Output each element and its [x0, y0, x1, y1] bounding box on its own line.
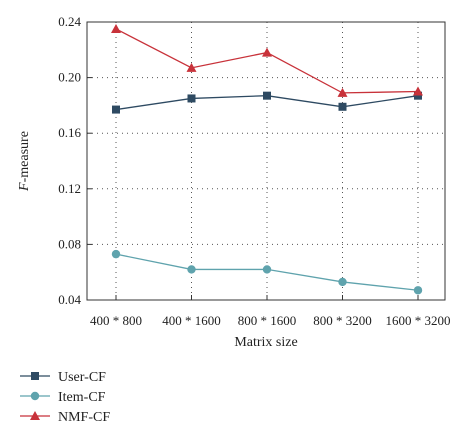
data-point-item-cf — [413, 286, 423, 295]
legend: User-CF Item-CF NMF-CF — [20, 370, 110, 425]
legend-marker-item-cf — [30, 391, 40, 401]
legend-label-item-cf: Item-CF — [58, 390, 106, 405]
data-point-nmf-cf — [262, 47, 272, 57]
data-point-nmf-cf — [337, 87, 348, 97]
y-tick-label: 0.12 — [58, 181, 81, 196]
legend-marker-user-cf — [31, 372, 39, 380]
y-tick-label: 0.08 — [58, 236, 81, 251]
grid-lines — [87, 22, 445, 300]
legend-marker-nmf-cf — [30, 411, 40, 420]
series-user-cf — [112, 91, 422, 114]
data-point-item-cf — [111, 249, 121, 259]
data-point-user-cf — [112, 105, 120, 114]
y-axis-label-italic: F — [17, 182, 32, 192]
legend-label-nmf-cf: NMF-CF — [58, 410, 110, 425]
x-tick-label: 800 * 1600 — [238, 313, 297, 328]
data-point-user-cf — [263, 91, 271, 100]
y-tick-label: 0.04 — [58, 292, 81, 307]
data-point-item-cf — [262, 265, 272, 274]
y-tick-label: 0.24 — [58, 14, 81, 29]
x-tick-label: 1600 * 3200 — [386, 313, 451, 328]
x-tick-label: 400 * 1600 — [162, 313, 221, 328]
legend-label-user-cf: User-CF — [58, 370, 106, 385]
x-tick-label: 800 * 3200 — [313, 313, 372, 328]
data-point-user-cf — [338, 102, 347, 111]
legend-item-item-cf: Item-CF — [20, 390, 106, 405]
series-line-nmf-cf — [115, 28, 419, 94]
plot-frame — [86, 21, 446, 301]
data-point-nmf-cf — [186, 62, 197, 72]
x-axis: 400 * 800 400 * 1600 800 * 1600 800 * 3200 1… — [90, 295, 451, 328]
y-tick-label: 0.16 — [58, 125, 81, 140]
y-axis-label-rest: -measure — [17, 131, 32, 182]
y-axis: 0.04 0.08 0.12 0.16 0.20 0.24 — [58, 14, 92, 307]
data-point-user-cf — [187, 94, 196, 103]
series-nmf-cf — [111, 23, 423, 97]
x-tick-label: 400 * 800 — [90, 313, 142, 328]
y-tick-label: 0.20 — [58, 70, 81, 85]
data-point-item-cf — [338, 277, 347, 287]
legend-item-nmf-cf: NMF-CF — [20, 410, 110, 425]
series-item-cf — [111, 249, 423, 295]
y-axis-label: F-measure — [17, 131, 32, 192]
data-point-nmf-cf — [413, 86, 423, 96]
legend-item-user-cf: User-CF — [20, 370, 106, 385]
data-point-user-cf — [414, 91, 422, 100]
series-layer — [111, 23, 423, 295]
data-point-nmf-cf — [111, 23, 121, 33]
x-axis-label: Matrix size — [234, 335, 297, 350]
data-point-item-cf — [187, 265, 196, 274]
